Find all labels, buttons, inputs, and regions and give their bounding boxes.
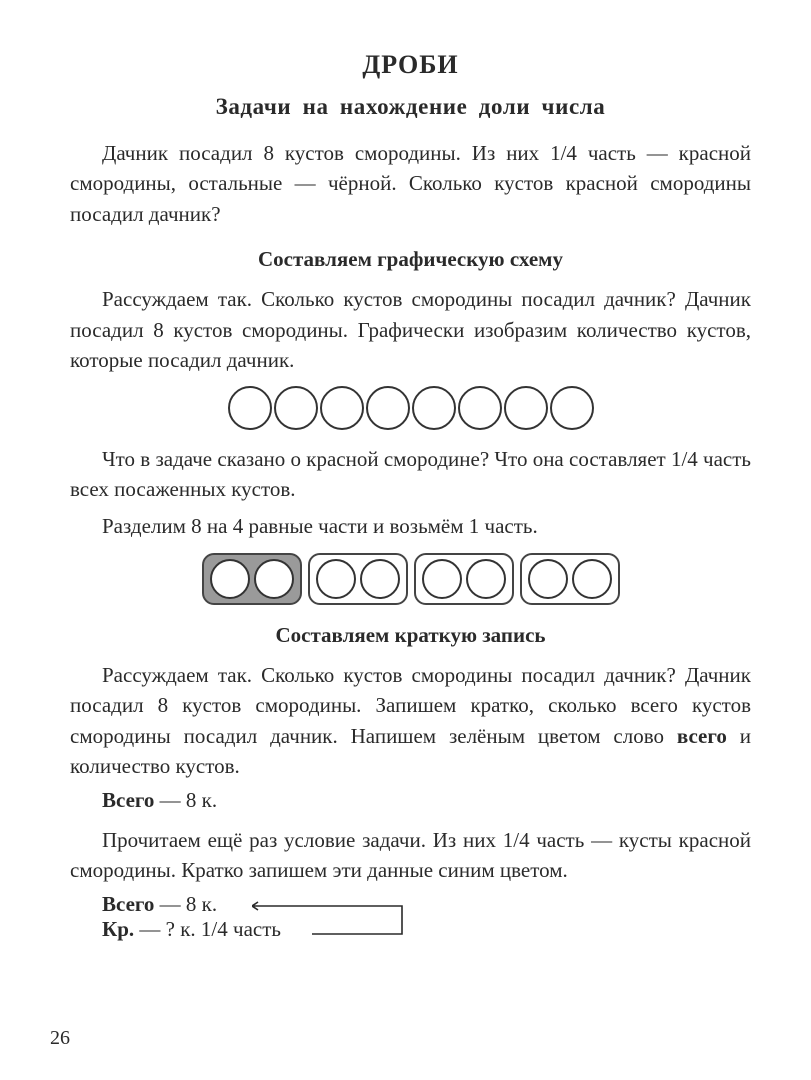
summary-block: Всего — 8 к. Кр. — ? к. 1/4 часть [102, 892, 751, 942]
section1-heading: Составляем графическую схему [70, 247, 751, 272]
circle-group [202, 553, 302, 605]
section1-para2: Что в задаче сказано о красной смородине… [70, 444, 751, 505]
total-value: — 8 к. [160, 788, 217, 812]
circle-item [504, 386, 548, 430]
circle-group [308, 553, 408, 605]
group-circle [316, 559, 356, 599]
group-circle [528, 559, 568, 599]
row1-label: Всего [102, 892, 154, 916]
p1-bold: всего [677, 724, 727, 748]
circle-item [228, 386, 272, 430]
group-circle [572, 559, 612, 599]
section1-para1: Рассуждаем так. Сколько кустов смородины… [70, 284, 751, 375]
section2-heading: Составляем краткую запись [70, 623, 751, 648]
circle-item [550, 386, 594, 430]
group-circle [422, 559, 462, 599]
group-circle [254, 559, 294, 599]
circle-item [320, 386, 364, 430]
group-circle [210, 559, 250, 599]
group-circle [360, 559, 400, 599]
p1-pre: Рассуждаем так. Сколько кустов смородины… [70, 663, 751, 748]
row1-value: — 8 к. [160, 892, 217, 916]
section2-para1: Рассуждаем так. Сколько кустов смородины… [70, 660, 751, 782]
circle-group [414, 553, 514, 605]
circle-item [458, 386, 502, 430]
circle-item [274, 386, 318, 430]
total-line: Всего — 8 к. [70, 788, 751, 813]
subtitle: Задачи на нахождение доли числа [70, 94, 751, 120]
group-circle [466, 559, 506, 599]
circle-item [412, 386, 456, 430]
circle-row-1 [70, 386, 751, 430]
circle-item [366, 386, 410, 430]
section2-para2: Прочитаем ещё раз условие задачи. Из них… [70, 825, 751, 886]
problem-text: Дачник посадил 8 кустов смородины. Из ни… [70, 138, 751, 229]
bracket-arrow [252, 894, 472, 948]
total-label: Всего [102, 788, 154, 812]
row2-label: Кр. [102, 917, 134, 941]
circle-group [520, 553, 620, 605]
main-title: ДРОБИ [70, 50, 751, 80]
page-number: 26 [50, 1027, 70, 1050]
circle-groups [70, 553, 751, 605]
section1-para3: Разделим 8 на 4 равные части и возьмём 1… [70, 511, 751, 541]
